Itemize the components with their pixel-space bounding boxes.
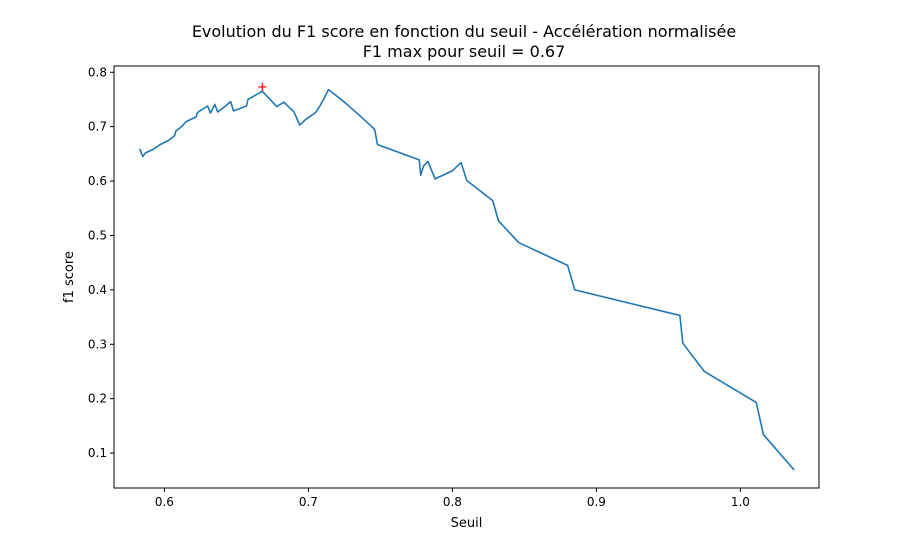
y-tick-label: 0.4 [88,283,107,297]
y-tick-label: 0.2 [88,392,107,406]
y-tick-label: 0.8 [88,65,107,79]
max-f1-marker [258,82,267,91]
y-tick-label: 0.6 [88,174,107,188]
axis-ticks: 0.6 0.7 0.8 0.9 1.0 0.1 0.2 0.3 0.4 0.5 0.6 0.7 0.8 [88,65,750,509]
x-tick-label: 1.0 [731,495,750,509]
x-tick-label: 0.6 [155,495,174,509]
plot-frame [113,65,820,489]
x-axis-label: Seuil [451,516,483,531]
series-line-0 [138,88,795,471]
x-tick-label: 0.7 [299,495,318,509]
x-tick-label: 0.9 [587,495,606,509]
y-tick-label: 0.3 [88,337,107,351]
x-tick-label: 0.8 [443,495,462,509]
y-tick-label: 0.7 [88,120,107,134]
y-axis-label: f1 score [62,251,77,303]
y-tick-label: 0.1 [88,446,107,460]
y-tick-label: 0.5 [88,228,107,242]
plot-area [138,82,795,471]
chart-subtitle: F1 max pour seuil = 0.67 [363,42,566,61]
chart-title: Evolution du F1 score en fonction du seu… [192,22,736,41]
